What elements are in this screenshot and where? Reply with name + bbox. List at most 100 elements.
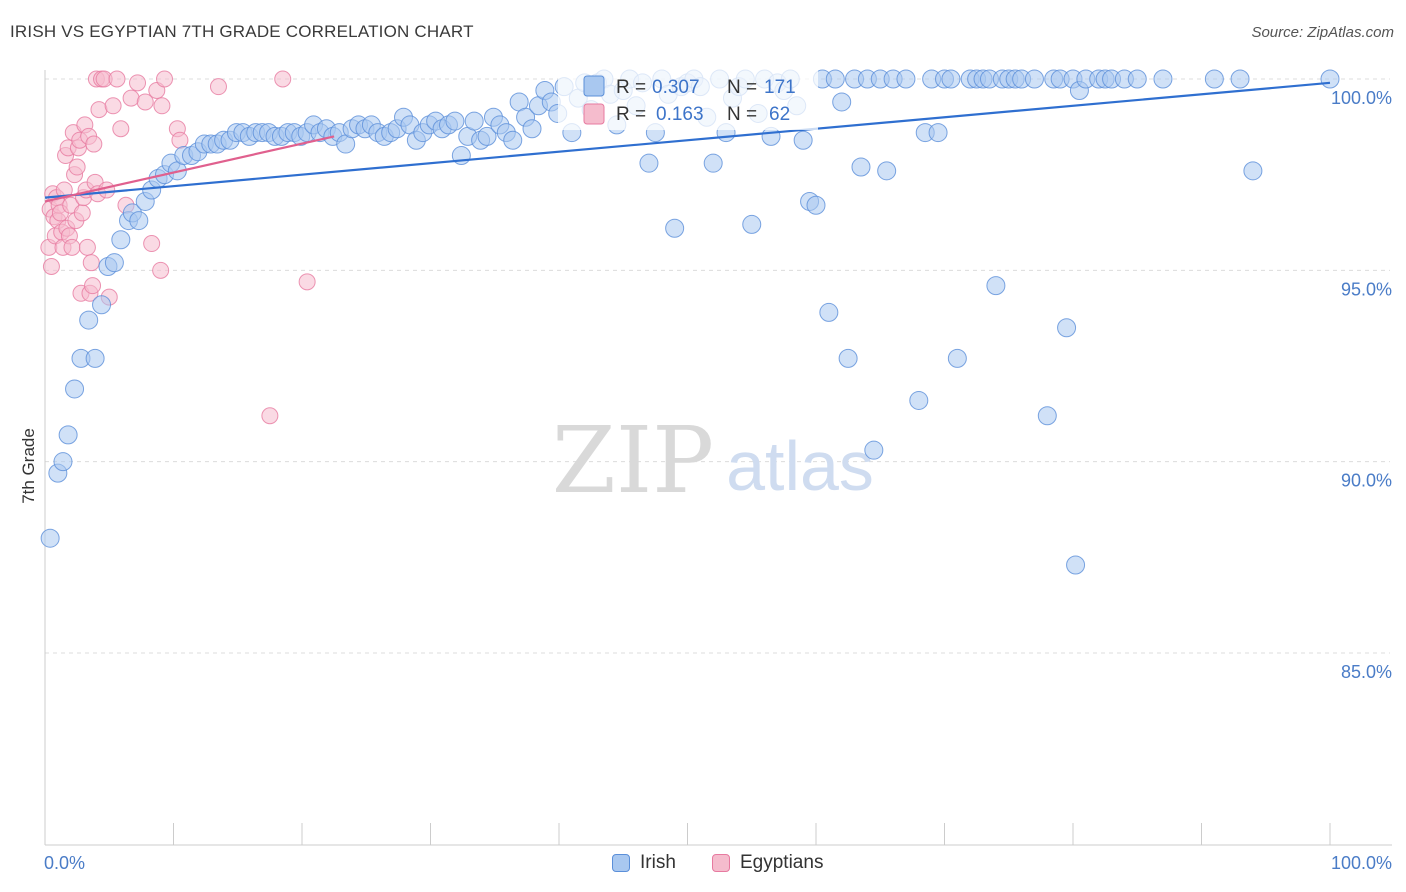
irish-point [819,302,839,322]
y-tick-label: 100.0% [1331,88,1392,108]
irish-point [986,276,1006,296]
legend-r-label-irish: R = [616,77,646,98]
egyptian-point [108,70,126,88]
watermark: ZIP atlas [552,407,874,514]
legend-item-egyptians[interactable]: Egyptians [712,852,823,874]
irish-point [79,310,99,330]
egyptian-point [42,258,60,276]
irish-point [129,211,149,231]
irish-point [65,379,85,399]
egyptian-point [298,273,316,291]
legend-bottom: Irish Egyptians [0,852,1406,878]
legend-swatch-egyptians [583,103,605,125]
egyptian-point [171,131,189,149]
irish-point [1024,69,1044,89]
legend-top: R = 0.307 N = 171 R = 0.163 N = 62 [558,68,818,130]
legend-item-irish[interactable]: Irish [612,852,676,874]
irish-point [742,214,762,234]
tick-labels: 85.0% 90.0% 95.0% 100.0% 0.0% 100.0% [44,88,1392,873]
legend-label-irish: Irish [640,852,676,873]
irish-point [909,390,929,410]
egyptian-point [261,407,279,425]
egyptian-point [98,181,116,199]
legend-r-value-egyptians: 0.163 [656,104,704,125]
egyptian-point [78,238,96,256]
legend-r-label-egyptians: R = [616,104,646,125]
egyptian-point [112,120,130,138]
watermark-zip: ZIP [552,407,714,514]
irish-point [851,157,871,177]
egyptian-point [129,74,147,92]
y-tick-label: 90.0% [1341,471,1392,491]
irish-point [928,123,948,143]
irish-point [104,253,124,273]
legend-row-irish: R = 0.307 N = 171 [583,75,796,98]
egyptian-point [136,93,154,111]
irish-point [1230,69,1250,89]
irish-point [838,348,858,368]
egyptian-point [104,97,122,115]
legend-n-label-irish: N = [727,77,757,98]
x-tick-label-end: 100.0% [1331,853,1392,873]
trend-line-egyptians [44,135,335,203]
irish-point [947,348,967,368]
irish-point [896,69,916,89]
egyptian-point [122,89,140,107]
legend-n-label-egyptians: N = [727,104,757,125]
legend-row-egyptians: R = 0.163 N = 62 [583,103,790,125]
irish-point [665,218,685,238]
irish-point [1153,69,1173,89]
trend-line-irish [44,81,1331,199]
legend-swatch-irish [612,854,630,872]
irish-point [1204,69,1224,89]
legend-swatch-irish [583,75,605,97]
legend-swatch-egyptians [712,854,730,872]
egyptian-point [68,158,86,176]
irish-point [58,425,78,445]
legend-r-value-irish: 0.307 [652,77,700,98]
egyptian-point [209,78,227,96]
trend-lines [44,81,1331,203]
chart-title: IRISH VS EGYPTIAN 7TH GRADE CORRELATION … [10,22,474,41]
irish-point [40,528,60,548]
irish-point [53,452,73,472]
irish-point [864,440,884,460]
x-tick-label-start: 0.0% [44,853,85,873]
irish-point [503,130,523,150]
irish-point [639,153,659,173]
egyptian-point [152,261,170,279]
irish-point [111,230,131,250]
egyptian-point [82,254,100,272]
legend-label-egyptians: Egyptians [740,852,824,873]
egyptian-point [143,235,161,253]
legend-n-value-egyptians: 62 [769,104,790,125]
legend-n-value-irish: 171 [764,77,796,98]
irish-point [445,111,465,131]
egyptian-point [90,101,108,119]
source-label: Source: ZipAtlas.com [1251,24,1394,41]
egyptian-point [73,204,91,222]
irish-point [703,153,723,173]
irish-point [941,69,961,89]
irish-point [464,111,484,131]
watermark-atlas: atlas [726,427,874,505]
irish-point [806,195,826,215]
irish-point [793,130,813,150]
irish-point [1066,555,1086,575]
irish-point [1320,69,1340,89]
egyptian-point [153,97,171,115]
y-axis-label: 7th Grade [19,428,38,504]
irish-point [761,126,781,146]
irish-point [85,348,105,368]
y-tick-label: 85.0% [1341,662,1392,682]
egyptian-point [84,277,102,295]
irish-point [92,295,112,315]
axes [44,70,1392,846]
egyptian-point [274,70,292,88]
irish-point [1127,69,1147,89]
irish-point [1037,406,1057,426]
irish-point [877,161,897,181]
irish-point [522,119,542,139]
irish-point [1243,161,1263,181]
